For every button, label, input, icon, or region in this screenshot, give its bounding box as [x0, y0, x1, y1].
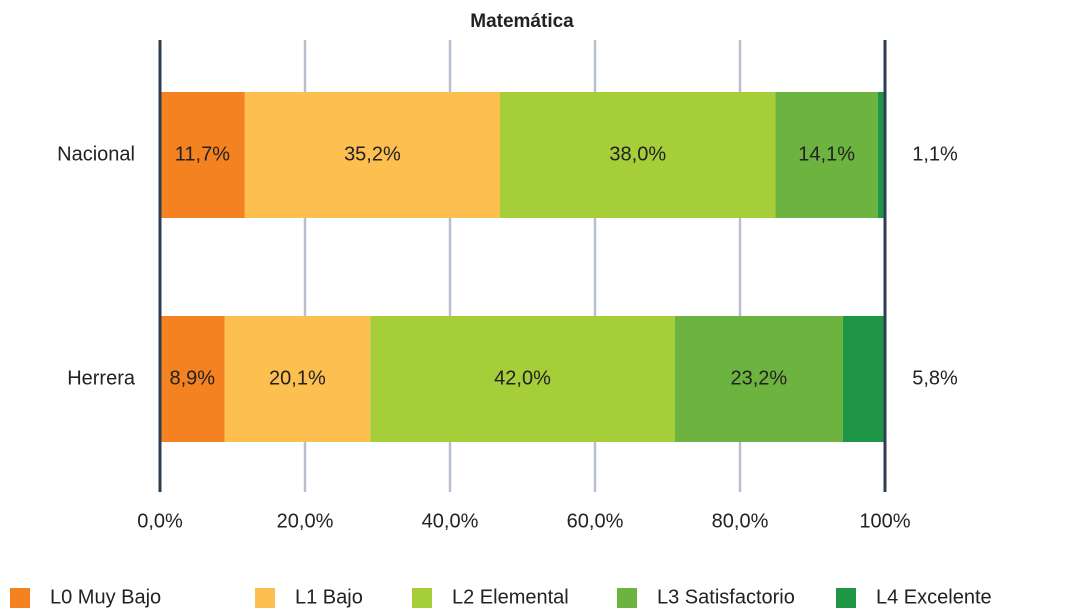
value-label: 42,0% — [494, 367, 551, 389]
bar-segment — [674, 316, 843, 442]
bar-segment — [224, 316, 371, 442]
value-label: 23,2% — [730, 367, 787, 389]
value-label: 14,1% — [798, 143, 855, 165]
legend-label: L2 Elemental — [452, 586, 569, 608]
value-label: 38,0% — [609, 143, 666, 165]
value-label: 20,1% — [269, 367, 326, 389]
chart-title: Matemática — [470, 11, 574, 32]
legend-label: L3 Satisfactorio — [657, 586, 795, 608]
bar-segment — [500, 92, 776, 218]
bar-segment — [160, 316, 225, 442]
legend-label: L1 Bajo — [295, 586, 363, 608]
bar-segment — [775, 92, 878, 218]
legend-swatch — [412, 588, 432, 608]
bar-segment — [160, 92, 245, 218]
legend-swatch — [617, 588, 637, 608]
x-tick-label: 20,0% — [277, 510, 334, 532]
value-label: 5,8% — [912, 367, 958, 389]
y-tick-label: Herrera — [67, 367, 136, 389]
x-tick-label: 80,0% — [712, 510, 769, 532]
value-label: 35,2% — [344, 143, 401, 165]
legend-swatch — [10, 588, 30, 608]
bar-segment — [244, 92, 501, 218]
value-label: 11,7% — [175, 143, 230, 165]
y-tick-label: Nacional — [57, 143, 135, 165]
bar-segment — [842, 316, 885, 442]
x-tick-label: 60,0% — [567, 510, 624, 532]
x-tick-label: 100% — [859, 510, 910, 532]
x-tick-label: 40,0% — [422, 510, 479, 532]
x-tick-label: 0,0% — [137, 510, 183, 532]
legend-label: L0 Muy Bajo — [50, 586, 161, 608]
bar-segment — [877, 92, 886, 218]
legend-label: L4 Excelente — [876, 586, 992, 608]
value-label: 8,9% — [169, 367, 215, 389]
legend-swatch — [836, 588, 856, 608]
value-label: 1,1% — [912, 143, 958, 165]
legend-swatch — [255, 588, 275, 608]
bar-segment — [370, 316, 675, 442]
